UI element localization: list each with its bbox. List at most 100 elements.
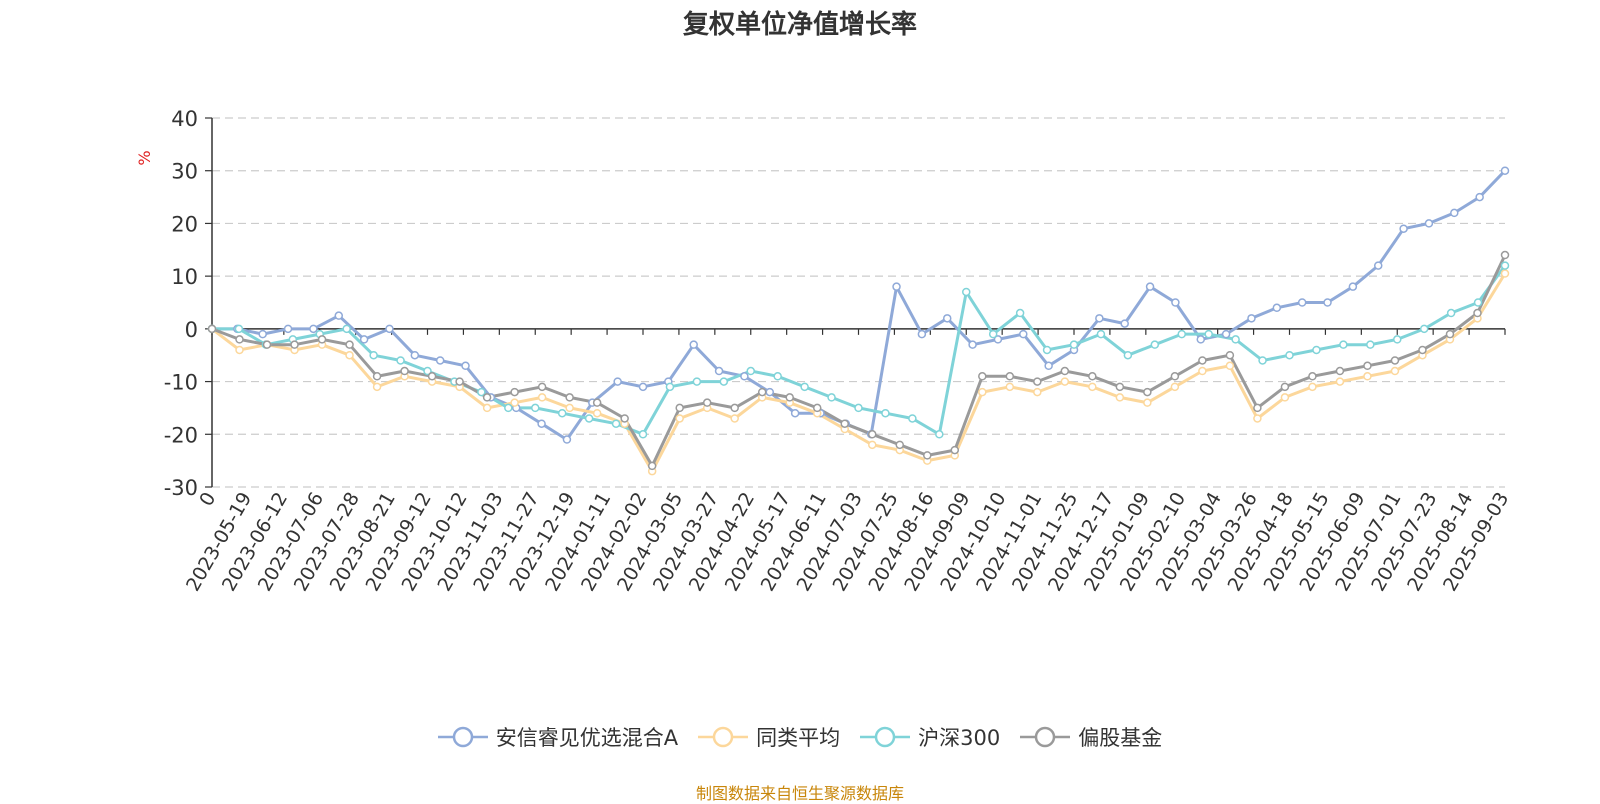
series-point-0 — [334, 311, 344, 320]
series-point-3 — [1198, 356, 1207, 365]
series-point-0 — [892, 282, 901, 291]
series-point-0 — [1196, 335, 1206, 344]
series-point-0 — [1247, 314, 1256, 323]
series-point-1 — [978, 387, 987, 397]
series-point-1 — [1088, 382, 1097, 392]
series-line-3 — [210, 253, 1507, 468]
series-point-0 — [309, 324, 318, 334]
legend-swatch-marker — [712, 726, 734, 748]
legend-label: 偏股基金 — [1078, 726, 1163, 750]
legend-item[interactable]: 同类平均 — [698, 722, 840, 752]
legend-label: 同类平均 — [756, 726, 841, 750]
series-point-3 — [1335, 366, 1345, 376]
series-point-1 — [1335, 377, 1345, 386]
series-point-2 — [962, 287, 971, 297]
series-point-2 — [1096, 329, 1106, 339]
series-point-1 — [1198, 366, 1207, 376]
legend-swatch-marker — [1034, 726, 1056, 748]
series-point-2 — [1393, 335, 1402, 344]
series-point-3 — [1280, 382, 1290, 392]
legend-swatch-marker — [452, 726, 474, 748]
y-tick-label: -20 — [164, 423, 198, 447]
series-point-1 — [730, 414, 739, 423]
series-point-2 — [1204, 329, 1213, 339]
series-point-2 — [423, 366, 432, 376]
series-point-0 — [1297, 298, 1307, 307]
series-point-3 — [427, 372, 437, 381]
series-point-2 — [342, 324, 351, 334]
series-point-1 — [565, 403, 574, 413]
series-point-2 — [1042, 345, 1052, 355]
series-markers — [207, 166, 1510, 476]
series-point-2 — [1231, 335, 1240, 344]
series-point-1 — [482, 403, 492, 413]
legend-item[interactable]: 安信睿见优选混合A — [437, 722, 679, 752]
series-point-0 — [968, 340, 977, 349]
series-point-2 — [773, 372, 782, 381]
series-point-1 — [345, 350, 354, 360]
series-point-3 — [317, 335, 327, 344]
series-point-3 — [1115, 382, 1125, 392]
series-point-2 — [1312, 345, 1321, 355]
series-point-3 — [1033, 377, 1042, 386]
series-point-3 — [262, 340, 272, 349]
series-point-2 — [477, 387, 486, 397]
series-point-3 — [1308, 372, 1317, 381]
y-tick-label: 10 — [171, 265, 198, 289]
series-point-2 — [908, 414, 917, 423]
series-point-2 — [719, 377, 729, 386]
series-point-3 — [1170, 372, 1180, 381]
series-point-2 — [1500, 261, 1510, 270]
series-point-1 — [1253, 414, 1262, 423]
series-point-0 — [1500, 166, 1510, 175]
series-point-0 — [435, 356, 445, 365]
series-point-3 — [372, 372, 382, 381]
series-point-1 — [537, 393, 547, 402]
y-tick-label: 40 — [171, 107, 198, 131]
series-point-2 — [369, 350, 378, 360]
x-tick-label: 0 — [195, 489, 220, 510]
legend-swatch-marker — [874, 726, 896, 748]
series-point-0 — [1019, 329, 1028, 339]
series-line-1 — [210, 272, 1507, 473]
series-point-0 — [1323, 298, 1332, 307]
legend-label: 安信睿见优选混合A — [495, 726, 679, 750]
series-point-0 — [1044, 361, 1053, 371]
legend-label: 沪深300 — [918, 726, 1001, 750]
series-point-3 — [235, 335, 244, 344]
series-point-0 — [1120, 319, 1129, 328]
series-point-0 — [765, 387, 775, 397]
series-point-2 — [1446, 308, 1456, 318]
series-point-1 — [592, 408, 602, 418]
series-point-0 — [537, 419, 546, 428]
series-point-2 — [638, 430, 648, 439]
series-point-1 — [1170, 382, 1180, 392]
series-point-3 — [400, 366, 409, 376]
series-point-2 — [935, 430, 944, 439]
series-point-1 — [1115, 393, 1125, 402]
y-tick-label: -30 — [164, 476, 198, 500]
source-note: 制图数据来自恒生聚源数据库 — [695, 784, 904, 803]
series-point-0 — [993, 335, 1003, 344]
series-point-2 — [1069, 340, 1079, 349]
series-point-3 — [675, 403, 684, 413]
series-point-3 — [592, 398, 602, 407]
series-point-1 — [1060, 377, 1070, 386]
series-point-3 — [757, 387, 767, 397]
series-point-2 — [827, 393, 836, 402]
series-point-3 — [620, 414, 629, 423]
series-point-3 — [868, 430, 877, 439]
y-tick-label: 30 — [171, 160, 198, 184]
series-point-3 — [812, 403, 822, 413]
series-point-1 — [1033, 387, 1042, 397]
series-point-1 — [1005, 382, 1015, 392]
series-point-3 — [978, 372, 987, 381]
series-point-3 — [1143, 387, 1152, 397]
legend-item[interactable]: 沪深300 — [860, 722, 1000, 752]
series-point-3 — [1473, 308, 1482, 318]
series-point-2 — [854, 403, 863, 413]
legend-item[interactable]: 偏股基金 — [1020, 722, 1162, 752]
series-point-3 — [482, 393, 492, 402]
chart-title: 复权单位净值增长率 — [682, 10, 917, 40]
series-point-3 — [455, 377, 464, 386]
